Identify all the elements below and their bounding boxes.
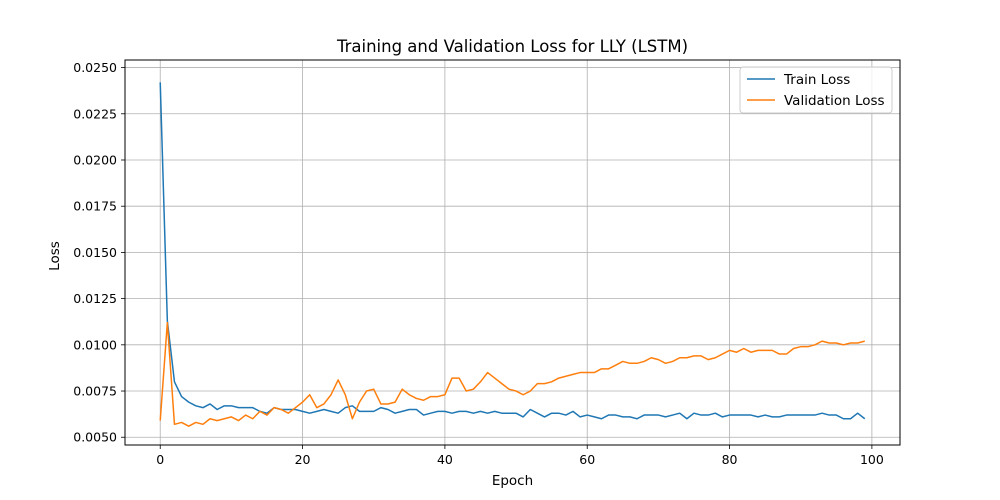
legend-box [739,66,893,114]
x-tick-label: 40 [437,452,453,467]
legend: Train Loss Validation Loss [739,66,893,114]
series-line-validation-loss [159,321,865,427]
y-tick-label: 0.0250 [73,60,117,75]
y-tick-label: 0.0175 [73,199,117,214]
y-tick-label: 0.0150 [73,245,117,260]
y-tick-label: 0.0125 [73,291,117,306]
grid-lines [125,60,900,445]
x-tick-label: 100 [860,452,884,467]
x-tick-label: 60 [579,452,595,467]
y-axis: 0.0050 0.0075 0.0100 0.0125 0.0150 0.0175 0.02… [73,60,125,445]
x-axis: 0 20 40 60 80 100 [156,445,884,467]
y-tick-label: 0.0075 [73,384,117,399]
x-tick-label: 20 [295,452,311,467]
series-layer [159,82,866,427]
y-tick-label: 0.0225 [73,106,117,121]
legend-label: Validation Loss [784,93,885,109]
y-tick-label: 0.0200 [73,152,117,167]
chart-title: Training and Validation Loss for LLY (LS… [336,37,688,56]
legend-label: Train Loss [783,72,850,88]
y-tick-label: 0.0100 [73,337,117,352]
x-axis-title: Epoch [492,473,533,489]
y-tick-label: 0.0050 [73,430,117,445]
y-axis-title: Loss [47,241,63,271]
x-tick-label: 0 [156,452,164,467]
x-tick-label: 80 [722,452,738,467]
